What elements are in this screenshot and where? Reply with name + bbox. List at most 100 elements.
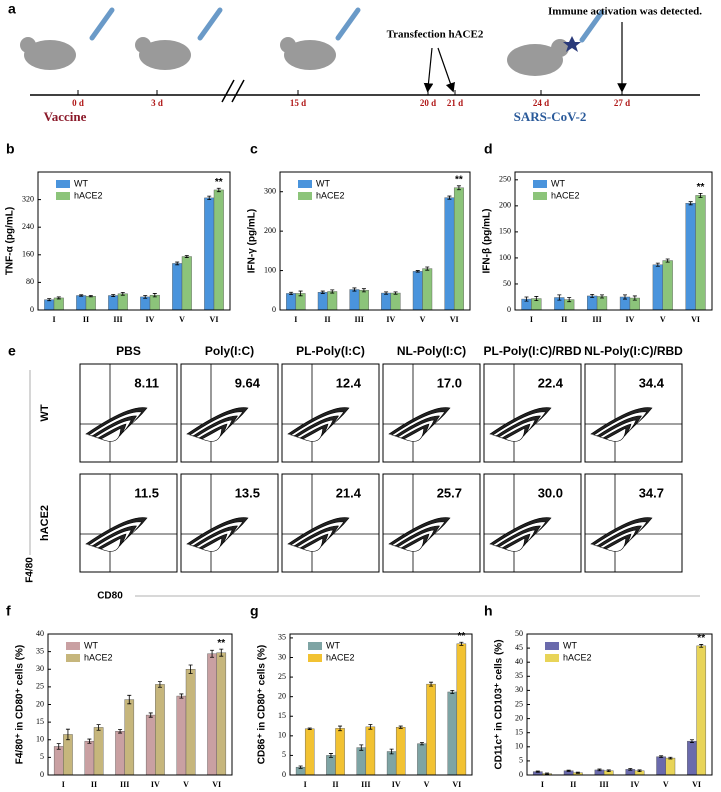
bar xyxy=(327,291,338,311)
error-bar xyxy=(622,294,627,300)
y-tick-label: 40 xyxy=(36,629,44,638)
row-label: hACE2 xyxy=(39,505,51,541)
error-bar xyxy=(698,192,703,198)
bar xyxy=(447,691,458,776)
y-tick-label: 50 xyxy=(503,279,511,288)
x-tick-label: II xyxy=(561,315,567,324)
x-tick-label: V xyxy=(183,780,189,789)
error-bar xyxy=(56,296,61,300)
bar xyxy=(93,727,104,776)
significance: ** xyxy=(697,182,705,193)
plot-frame xyxy=(526,633,713,776)
error-bar xyxy=(188,664,193,674)
error-bar xyxy=(628,768,633,771)
bar xyxy=(652,264,663,311)
error-bar xyxy=(184,255,189,258)
legend-label: WT xyxy=(74,178,88,188)
legend-swatch xyxy=(308,654,322,662)
bar xyxy=(181,256,192,311)
y-axis-label: CD11c⁺ in CD103⁺ cells (%) xyxy=(494,639,505,769)
legend-swatch xyxy=(545,642,559,650)
error-bar xyxy=(567,297,572,303)
y-tick-label: 15 xyxy=(278,711,286,720)
bar xyxy=(145,714,156,776)
error-bar xyxy=(118,729,123,734)
y-tick-label: 20 xyxy=(278,691,286,700)
y-tick-label: 15 xyxy=(515,728,523,737)
bar xyxy=(444,197,455,311)
x-tick-label: VI xyxy=(212,780,221,789)
bar xyxy=(108,295,119,311)
legend-swatch xyxy=(56,192,70,200)
y-tick-label: 0 xyxy=(507,305,511,314)
legend-swatch xyxy=(533,180,547,188)
plot-frame xyxy=(289,633,473,776)
x-tick-label: IV xyxy=(386,315,395,324)
error-bar xyxy=(216,187,221,193)
y-tick-label: 100 xyxy=(264,265,276,274)
timeline-decor xyxy=(20,7,605,76)
error-bar xyxy=(219,648,224,657)
gate-value: 12.4 xyxy=(336,375,362,390)
x-tick-label: III xyxy=(592,315,601,324)
legend-label: WT xyxy=(316,178,330,188)
contour xyxy=(605,427,627,442)
x-tick-label: III xyxy=(113,315,122,324)
panel-letter: b xyxy=(6,141,15,157)
error-bar xyxy=(689,739,694,743)
gate-value: 21.4 xyxy=(336,485,362,500)
legend-label: WT xyxy=(326,640,340,650)
y-tick-label: 0 xyxy=(272,305,276,314)
error-bar xyxy=(534,296,539,302)
panel-letter: f xyxy=(6,603,11,619)
y-tick-label: 10 xyxy=(278,731,286,740)
legend-swatch xyxy=(545,654,559,662)
error-bar xyxy=(575,771,580,774)
bar xyxy=(456,643,467,776)
y-tick-label: 25 xyxy=(278,672,286,681)
error-bar xyxy=(96,724,101,731)
bar xyxy=(426,683,436,776)
y-axis-label: TNF-α (pg/mL) xyxy=(5,207,16,275)
bar xyxy=(412,271,423,311)
day-label: 15 d xyxy=(290,98,306,108)
y-tick-label: 100 xyxy=(499,253,511,262)
error-bar xyxy=(600,294,605,299)
error-bar xyxy=(566,769,571,772)
y-tick-label: 240 xyxy=(22,222,34,231)
error-bar xyxy=(557,294,562,301)
x-tick-label: VI xyxy=(210,315,219,324)
gate-value: 34.7 xyxy=(639,485,664,500)
day-label: 21 d xyxy=(447,98,463,108)
error-bar xyxy=(456,185,461,191)
error-bar xyxy=(425,266,430,271)
y-tick-label: 80 xyxy=(26,277,34,286)
error-bar xyxy=(590,293,595,298)
gate-value: 11.5 xyxy=(134,485,159,500)
x-axis-label: CD80 xyxy=(97,591,123,602)
x-tick-label: V xyxy=(663,780,669,789)
error-bar xyxy=(545,772,550,775)
y-tick-label: 0 xyxy=(40,770,44,779)
panel-letter: e xyxy=(8,343,16,359)
panel-letter: g xyxy=(250,603,259,619)
bar xyxy=(53,746,64,776)
error-bar xyxy=(289,291,294,296)
day-label: 0 d xyxy=(72,98,84,108)
column-header: PL-Poly(I:C)/RBD xyxy=(484,344,582,358)
error-bar xyxy=(47,298,52,302)
plot-frame xyxy=(37,171,231,311)
x-tick-label: II xyxy=(83,315,89,324)
error-bar xyxy=(359,744,364,751)
x-tick-label: IV xyxy=(146,315,155,324)
contour xyxy=(403,427,425,442)
x-tick-label: III xyxy=(599,780,608,789)
y-tick-label: 35 xyxy=(36,646,44,655)
legend-label: hACE2 xyxy=(551,190,580,200)
x-tick-label: III xyxy=(361,780,370,789)
error-bar xyxy=(143,295,148,299)
bar xyxy=(349,289,360,311)
significance: ** xyxy=(455,174,463,185)
error-bar xyxy=(352,287,357,292)
